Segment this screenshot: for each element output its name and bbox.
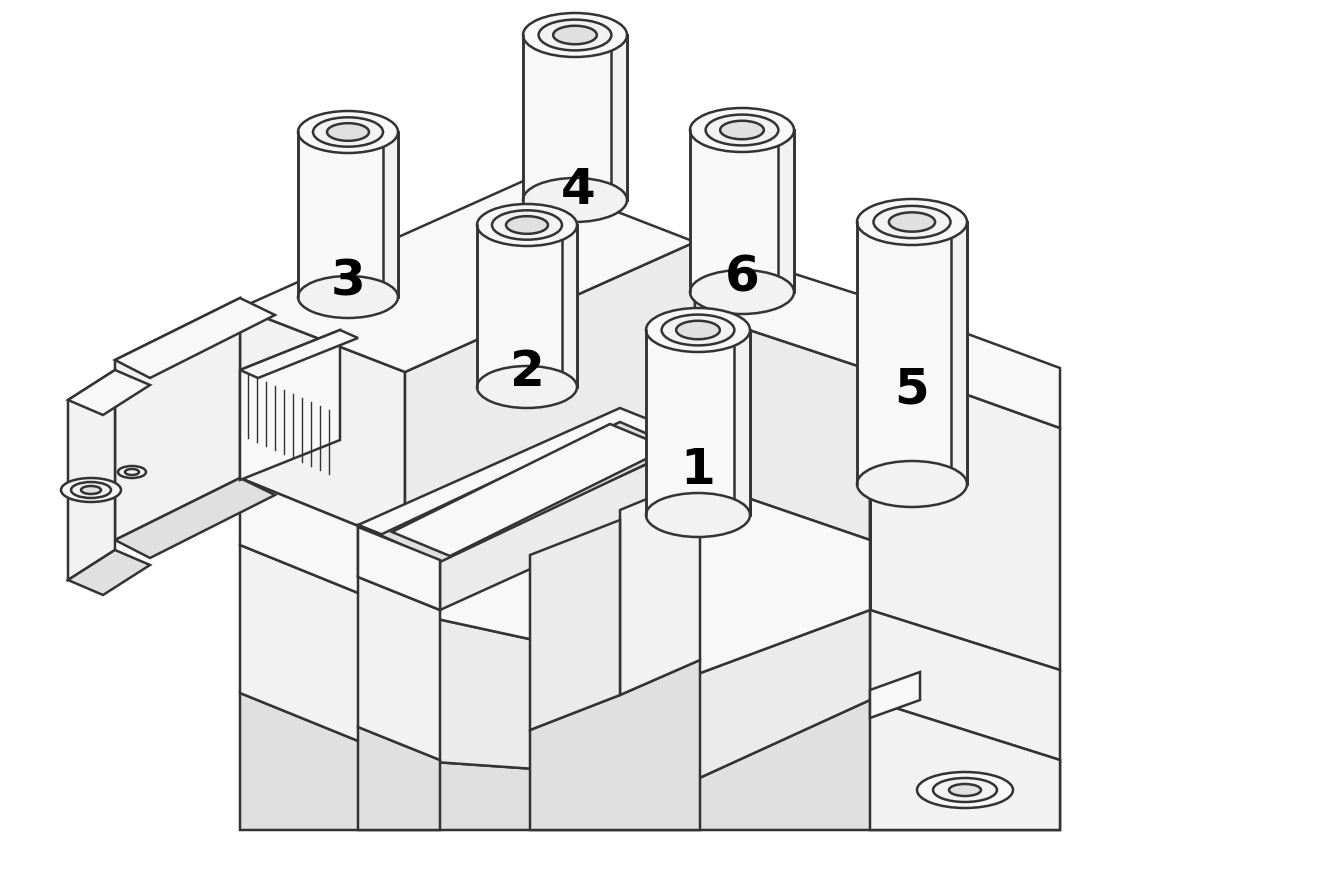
Polygon shape xyxy=(381,422,680,562)
Polygon shape xyxy=(392,424,668,556)
Polygon shape xyxy=(690,130,794,292)
Polygon shape xyxy=(646,330,751,515)
Ellipse shape xyxy=(646,308,751,352)
Polygon shape xyxy=(870,672,920,718)
Polygon shape xyxy=(240,545,404,760)
Polygon shape xyxy=(240,308,404,545)
Ellipse shape xyxy=(477,204,577,246)
Ellipse shape xyxy=(662,315,735,345)
Ellipse shape xyxy=(298,276,398,318)
Polygon shape xyxy=(695,242,870,370)
Polygon shape xyxy=(358,408,700,558)
Polygon shape xyxy=(68,370,150,415)
Polygon shape xyxy=(440,440,700,610)
Ellipse shape xyxy=(522,178,627,222)
Ellipse shape xyxy=(477,366,577,408)
Ellipse shape xyxy=(690,270,794,314)
Polygon shape xyxy=(358,527,440,610)
Polygon shape xyxy=(857,222,967,484)
Ellipse shape xyxy=(918,772,1013,808)
Ellipse shape xyxy=(313,117,383,147)
Text: 2: 2 xyxy=(509,348,545,396)
Polygon shape xyxy=(530,660,700,830)
Ellipse shape xyxy=(888,212,935,232)
Polygon shape xyxy=(778,130,794,292)
Polygon shape xyxy=(611,35,627,200)
Ellipse shape xyxy=(646,493,751,537)
Ellipse shape xyxy=(857,199,967,245)
Polygon shape xyxy=(115,478,274,558)
Polygon shape xyxy=(870,298,1059,428)
Polygon shape xyxy=(870,700,1059,830)
Polygon shape xyxy=(115,298,240,540)
Polygon shape xyxy=(358,577,440,760)
Polygon shape xyxy=(383,132,398,297)
Polygon shape xyxy=(240,330,339,480)
Ellipse shape xyxy=(874,206,951,238)
Polygon shape xyxy=(298,132,398,297)
Polygon shape xyxy=(240,693,1059,830)
Polygon shape xyxy=(240,178,695,372)
Polygon shape xyxy=(358,525,440,610)
Polygon shape xyxy=(404,612,695,780)
Polygon shape xyxy=(358,727,440,830)
Polygon shape xyxy=(404,242,695,545)
Text: 1: 1 xyxy=(680,446,716,494)
Polygon shape xyxy=(951,222,967,484)
Ellipse shape xyxy=(934,778,997,802)
Polygon shape xyxy=(870,360,1059,670)
Polygon shape xyxy=(115,298,274,378)
Polygon shape xyxy=(522,35,627,200)
Polygon shape xyxy=(530,520,621,730)
Ellipse shape xyxy=(553,25,597,45)
Polygon shape xyxy=(621,477,700,695)
Polygon shape xyxy=(695,312,870,540)
Ellipse shape xyxy=(522,13,627,57)
Text: 4: 4 xyxy=(561,166,595,214)
Polygon shape xyxy=(870,610,1059,760)
Ellipse shape xyxy=(720,121,764,139)
Ellipse shape xyxy=(118,466,146,478)
Ellipse shape xyxy=(690,108,794,152)
Text: 6: 6 xyxy=(724,254,760,302)
Polygon shape xyxy=(477,225,577,387)
Polygon shape xyxy=(68,370,115,580)
Ellipse shape xyxy=(328,123,369,141)
Ellipse shape xyxy=(949,784,981,796)
Text: 5: 5 xyxy=(895,366,930,414)
Ellipse shape xyxy=(492,211,562,239)
Ellipse shape xyxy=(61,478,121,502)
Ellipse shape xyxy=(298,111,398,153)
Text: 3: 3 xyxy=(330,258,366,306)
Polygon shape xyxy=(695,610,870,780)
Ellipse shape xyxy=(81,486,101,494)
Ellipse shape xyxy=(507,216,548,234)
Ellipse shape xyxy=(676,321,720,339)
Polygon shape xyxy=(735,330,751,515)
Ellipse shape xyxy=(705,114,778,145)
Ellipse shape xyxy=(125,469,139,475)
Polygon shape xyxy=(68,550,150,595)
Polygon shape xyxy=(240,478,870,675)
Polygon shape xyxy=(240,330,358,378)
Ellipse shape xyxy=(538,19,611,51)
Ellipse shape xyxy=(72,482,111,498)
Polygon shape xyxy=(562,225,577,387)
Ellipse shape xyxy=(857,461,967,507)
